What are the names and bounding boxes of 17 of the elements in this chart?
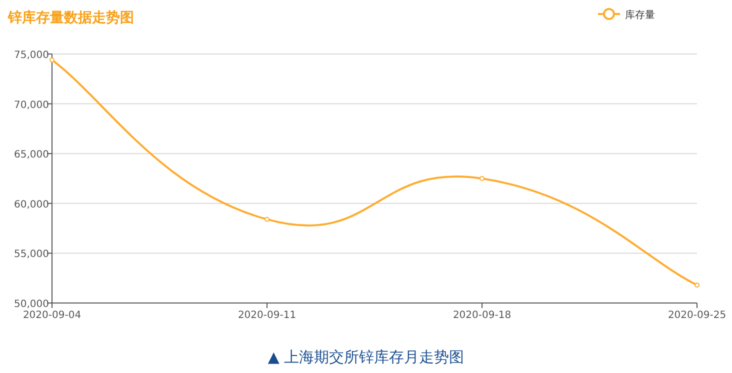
- point: [264, 216, 270, 222]
- x-tick-label: 2020-09-25: [668, 310, 726, 321]
- legend-label: 库存量: [625, 9, 655, 21]
- x-tick-label: 2020-09-04: [22, 310, 82, 321]
- y-tick-label: 50,000: [14, 299, 49, 310]
- y-tick-label: 65,000: [14, 150, 49, 161]
- y-tick-label: 55,000: [14, 249, 49, 260]
- point: [694, 282, 700, 288]
- y-tick-label: 70,000: [14, 100, 49, 111]
- y-tick-label: 60,000: [14, 199, 49, 210]
- x-tick-label: 2020-09-11: [238, 310, 296, 321]
- y-tick-label: 75,000: [14, 50, 49, 61]
- chart-title: 锌库存量数据走势图: [7, 9, 134, 26]
- x-tick-label: 2020-09-18: [452, 310, 512, 321]
- point: [50, 57, 54, 62]
- point: [480, 176, 484, 181]
- text: ▲ 上海期交所锌库存月走势图: [268, 348, 464, 366]
